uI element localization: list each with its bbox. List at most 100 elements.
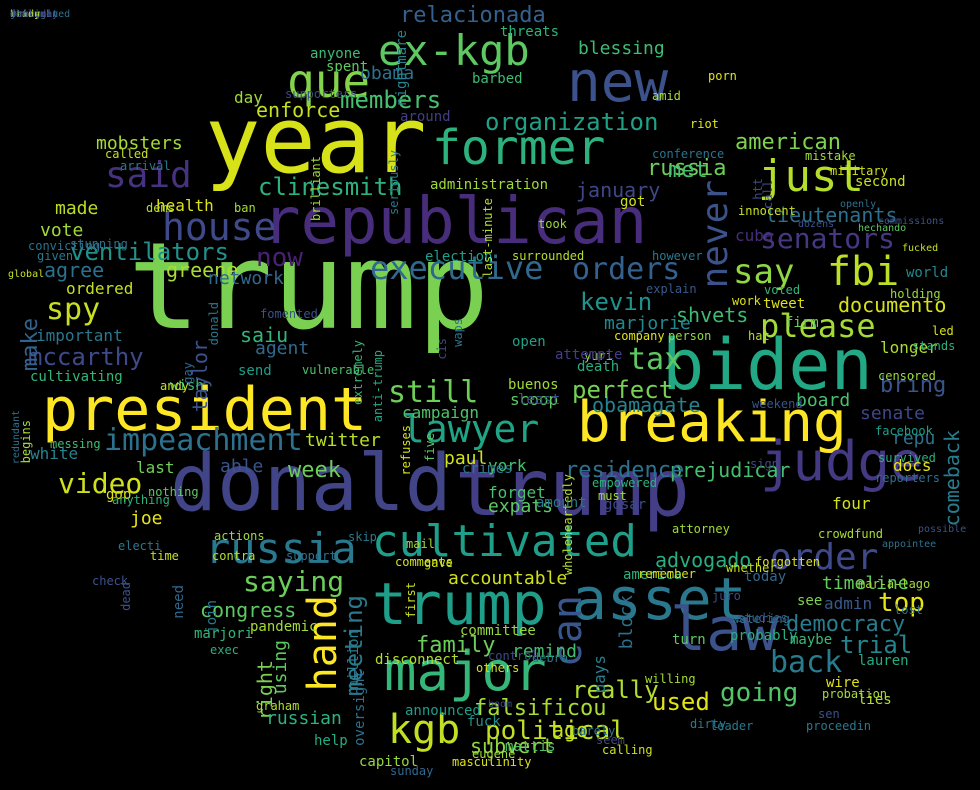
word-cultivated: cultivated <box>372 516 637 567</box>
word-amount: amount <box>536 495 587 511</box>
word-military: military <box>830 164 888 178</box>
word-family: family <box>416 633 496 658</box>
word-repu: repu <box>892 428 936 449</box>
word-ex-kgb: ex-kgb <box>378 26 530 75</box>
word-led: led <box>932 324 954 338</box>
word-donald: donald <box>170 439 452 529</box>
word-world: world <box>906 265 949 281</box>
word-marjorie: marjorie <box>604 313 691 334</box>
word-porn: porn <box>708 69 737 83</box>
word-paul: paul <box>444 448 488 469</box>
word-stars: stars <box>10 9 41 20</box>
word-america: america <box>623 567 683 583</box>
word-death: death <box>577 359 620 375</box>
word-appointee: appointee <box>882 539 937 550</box>
word-given: given <box>37 249 74 263</box>
word-redundant: redundant <box>11 410 22 465</box>
word-spy: spy <box>46 292 101 327</box>
word-weekend: weekend <box>752 397 803 411</box>
word-ordered: ordered <box>66 279 134 298</box>
word-stands: stands <box>912 339 956 353</box>
word-probation: probation <box>822 687 888 701</box>
word-able: able <box>220 456 264 477</box>
word-anti-trump: anti-trump <box>371 350 385 423</box>
word-democracy: democracy <box>786 612 906 637</box>
word-mccarthy: mccarthy <box>28 343 144 371</box>
word-expats: expats <box>488 496 554 517</box>
word-bring: bring <box>880 373 947 398</box>
word-million: million <box>346 630 362 690</box>
word-leader: leader <box>710 719 754 733</box>
word-hand: hand <box>300 595 346 692</box>
word-asset: asset <box>572 565 747 633</box>
word-censored: censored <box>878 369 936 383</box>
word-top: top <box>878 588 925 618</box>
word-messing: messing <box>50 437 101 451</box>
word-electi: electi <box>118 539 162 553</box>
word-called: called <box>105 147 149 161</box>
word-former: former <box>432 120 606 176</box>
word-yuri: yuri <box>584 349 613 363</box>
word-others: others <box>476 661 520 675</box>
word-day: day <box>234 88 263 107</box>
word-last-minute: last-minute <box>481 198 495 278</box>
word-work: work <box>732 294 761 308</box>
word-maybe: maybe <box>790 632 833 648</box>
word-andy: andy <box>160 379 189 393</box>
word-now: now <box>256 243 303 273</box>
word-seem: seem <box>596 733 625 747</box>
word-trial: trial <box>840 631 913 659</box>
word-willing: willing <box>645 672 696 686</box>
word-said: said <box>105 155 192 196</box>
word-reporters: reporters <box>875 471 941 485</box>
word-survived: survived <box>878 451 936 465</box>
word-major: major <box>384 640 547 703</box>
word-better: better <box>10 9 47 20</box>
word-studies: studies <box>737 611 788 625</box>
word-five: five <box>423 433 437 462</box>
word-time: time <box>150 549 179 563</box>
word-still: still <box>388 375 479 410</box>
word-tweet: tweet <box>763 296 806 312</box>
word-crimes: crimes <box>462 461 513 477</box>
word-wish: wish <box>170 378 204 394</box>
word-nothing: nothing <box>148 485 199 499</box>
word-docs: docs <box>893 456 932 475</box>
word-law: law <box>670 595 779 665</box>
word-gave: gave <box>424 556 453 570</box>
word-cowardly: cowardly <box>10 9 59 20</box>
word-comeback: comeback <box>940 430 964 527</box>
word-house: house <box>162 205 277 249</box>
word-russian: russian <box>266 708 342 729</box>
word-nightmare: nightmare <box>394 30 410 106</box>
word-took: took <box>538 217 567 231</box>
word-barely: barely <box>572 724 616 738</box>
word-falsificou: falsificou <box>474 696 607 721</box>
word-campaign: campaign <box>402 403 480 422</box>
word-ventilators: ventilators <box>70 238 229 266</box>
word-scoop: scoop <box>510 390 559 409</box>
word-turn: turn <box>672 632 706 648</box>
word-twitter: twitter <box>305 430 381 451</box>
word-ago: ago <box>552 718 589 742</box>
word-buenos: buenos <box>508 377 559 393</box>
word-pays: pays <box>590 655 609 694</box>
word-january: january <box>576 178 661 202</box>
word-cuba: cuba <box>735 226 774 245</box>
word-advogado: advogado <box>655 548 752 572</box>
word-health: health <box>156 196 214 215</box>
word-say: say <box>733 252 795 292</box>
word-obamagate: obamagate <box>592 393 701 417</box>
word-voted: voted <box>764 283 801 297</box>
word-marjori: marjori <box>194 626 254 642</box>
word-committee: committee <box>460 623 536 639</box>
word-pandemic: pandemic <box>250 619 318 635</box>
word-subvert: subvert <box>470 734 555 758</box>
word-timeline: timeline <box>822 573 909 594</box>
word-seriously: seriously <box>387 150 401 216</box>
word-administration: administration <box>430 177 549 193</box>
word-graham: graham <box>256 699 300 713</box>
word-really: really <box>572 676 659 704</box>
word-saying: saying <box>243 565 345 598</box>
